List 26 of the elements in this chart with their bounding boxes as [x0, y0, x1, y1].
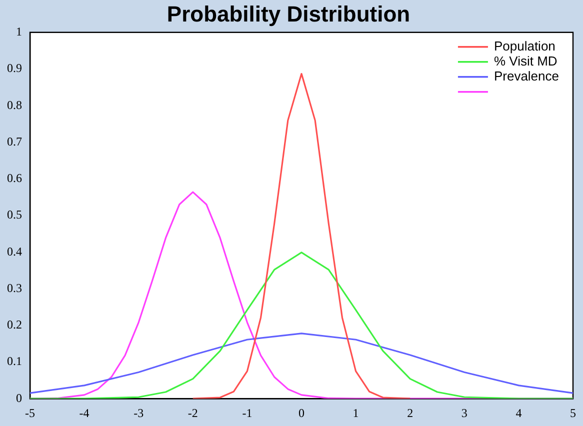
y-tick-label: 0.4 — [7, 244, 22, 258]
y-tick-label: 0.1 — [7, 354, 22, 368]
x-tick-label: 5 — [570, 406, 576, 420]
x-tick-label: 3 — [461, 406, 468, 420]
y-tick-label: 1 — [16, 24, 22, 39]
y-tick-label: 0.8 — [7, 98, 22, 112]
x-tick-label: -4 — [79, 406, 90, 420]
x-tick-label: -3 — [134, 406, 144, 420]
legend-label: Prevalence — [494, 68, 560, 84]
y-tick-label: 0.6 — [7, 171, 22, 186]
x-tick-label: 0 — [298, 406, 304, 420]
chart-title: Probability Distribution — [166, 1, 410, 26]
x-tick-label: 2 — [407, 406, 414, 420]
y-tick-label: 0 — [16, 390, 22, 405]
x-tick-label: -1 — [242, 406, 252, 420]
legend-label: Population — [494, 38, 556, 54]
x-tick-label: 4 — [516, 406, 522, 420]
x-tick-label: 1 — [352, 406, 359, 420]
y-tick-label: 0.5 — [7, 208, 22, 222]
y-tick-label: 0.7 — [7, 134, 22, 148]
x-tick-label: -5 — [25, 406, 35, 420]
y-tick-label: 0.2 — [7, 318, 22, 332]
legend-label: % Visit MD — [494, 53, 558, 68]
y-tick-label: 0.3 — [7, 280, 22, 295]
y-tick-label: 0.9 — [7, 61, 22, 76]
x-tick-label: -2 — [188, 406, 198, 420]
